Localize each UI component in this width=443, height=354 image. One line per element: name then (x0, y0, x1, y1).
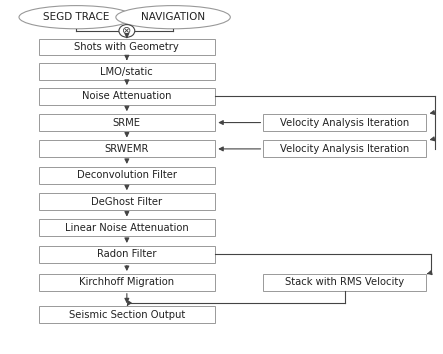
Text: Velocity Analysis Iteration: Velocity Analysis Iteration (280, 118, 409, 127)
Text: NAVIGATION: NAVIGATION (141, 12, 205, 22)
FancyBboxPatch shape (39, 193, 215, 210)
FancyBboxPatch shape (39, 246, 215, 263)
Text: Noise Attenuation: Noise Attenuation (82, 91, 171, 101)
Text: DeGhost Filter: DeGhost Filter (91, 196, 163, 207)
Text: Radon Filter: Radon Filter (97, 249, 157, 259)
Circle shape (119, 24, 135, 37)
FancyBboxPatch shape (39, 167, 215, 184)
Text: Kirchhoff Migration: Kirchhoff Migration (79, 278, 175, 287)
Text: SRWEMR: SRWEMR (105, 144, 149, 154)
FancyBboxPatch shape (39, 219, 215, 236)
FancyBboxPatch shape (263, 274, 426, 291)
Text: Stack with RMS Velocity: Stack with RMS Velocity (285, 278, 404, 287)
Text: LMO/static: LMO/static (101, 67, 153, 76)
Text: ⊗: ⊗ (122, 26, 132, 36)
FancyBboxPatch shape (39, 274, 215, 291)
Ellipse shape (19, 6, 133, 29)
FancyBboxPatch shape (39, 88, 215, 105)
Text: SEGD TRACE: SEGD TRACE (43, 12, 109, 22)
Text: Seismic Section Output: Seismic Section Output (69, 310, 185, 320)
FancyBboxPatch shape (39, 306, 215, 323)
FancyBboxPatch shape (263, 141, 426, 157)
Text: Velocity Analysis Iteration: Velocity Analysis Iteration (280, 144, 409, 154)
Text: Linear Noise Attenuation: Linear Noise Attenuation (65, 223, 189, 233)
FancyBboxPatch shape (263, 114, 426, 131)
FancyBboxPatch shape (39, 114, 215, 131)
Text: Shots with Geometry: Shots with Geometry (74, 42, 179, 52)
FancyBboxPatch shape (39, 39, 215, 56)
Text: Deconvolution Filter: Deconvolution Filter (77, 170, 177, 180)
Text: SRME: SRME (113, 118, 141, 127)
Ellipse shape (116, 6, 230, 29)
FancyBboxPatch shape (39, 63, 215, 80)
FancyBboxPatch shape (39, 141, 215, 157)
